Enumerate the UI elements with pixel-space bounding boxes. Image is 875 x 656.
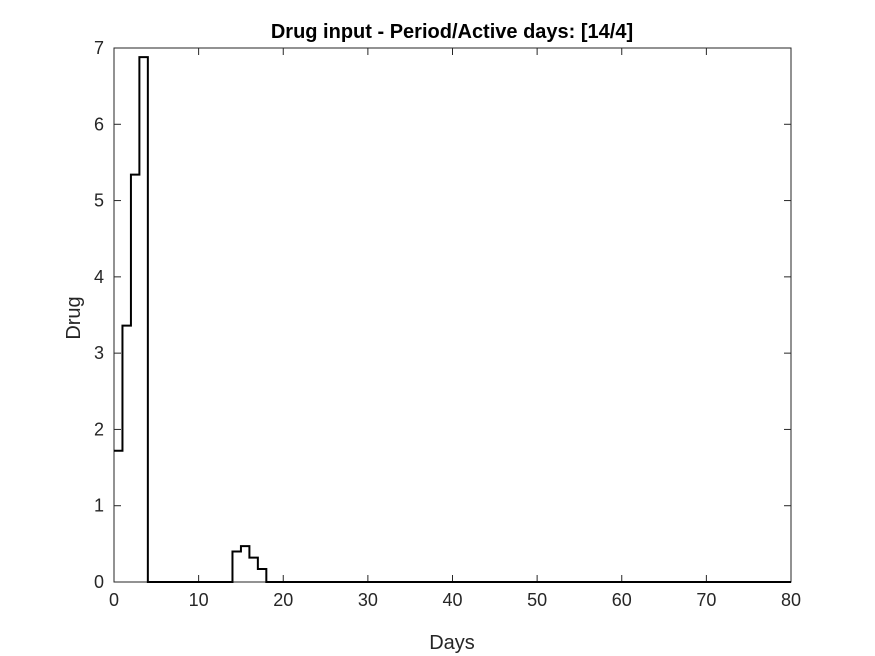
x-tick-label: 60	[612, 590, 632, 610]
x-tick-label: 40	[442, 590, 462, 610]
data-series-line	[114, 56, 791, 583]
x-tick-label: 50	[527, 590, 547, 610]
chart-title: Drug input - Period/Active days: [14/4]	[271, 21, 633, 43]
y-tick-label: 1	[94, 496, 104, 516]
y-axis-label: Drug	[63, 296, 85, 339]
plot-area: 0 10 20 30 40 50 60 70 80 0 1 2 3 4 5 6 7	[94, 38, 801, 610]
y-tick-label: 0	[94, 572, 104, 592]
x-tick-label: 10	[189, 590, 209, 610]
y-tick-label: 5	[94, 191, 104, 211]
y-tick-label: 6	[94, 114, 104, 134]
x-tick-label: 20	[273, 590, 293, 610]
x-tick-label: 30	[358, 590, 378, 610]
y-tick-label: 7	[94, 38, 104, 58]
y-tick-label: 4	[94, 267, 104, 287]
x-axis-label: Days	[429, 632, 475, 654]
x-tick-label: 80	[781, 590, 801, 610]
y-tick-label: 3	[94, 343, 104, 363]
y-tick-label: 2	[94, 419, 104, 439]
x-tick-label: 70	[696, 590, 716, 610]
axes-box	[113, 47, 792, 583]
x-tick-label: 0	[109, 590, 119, 610]
